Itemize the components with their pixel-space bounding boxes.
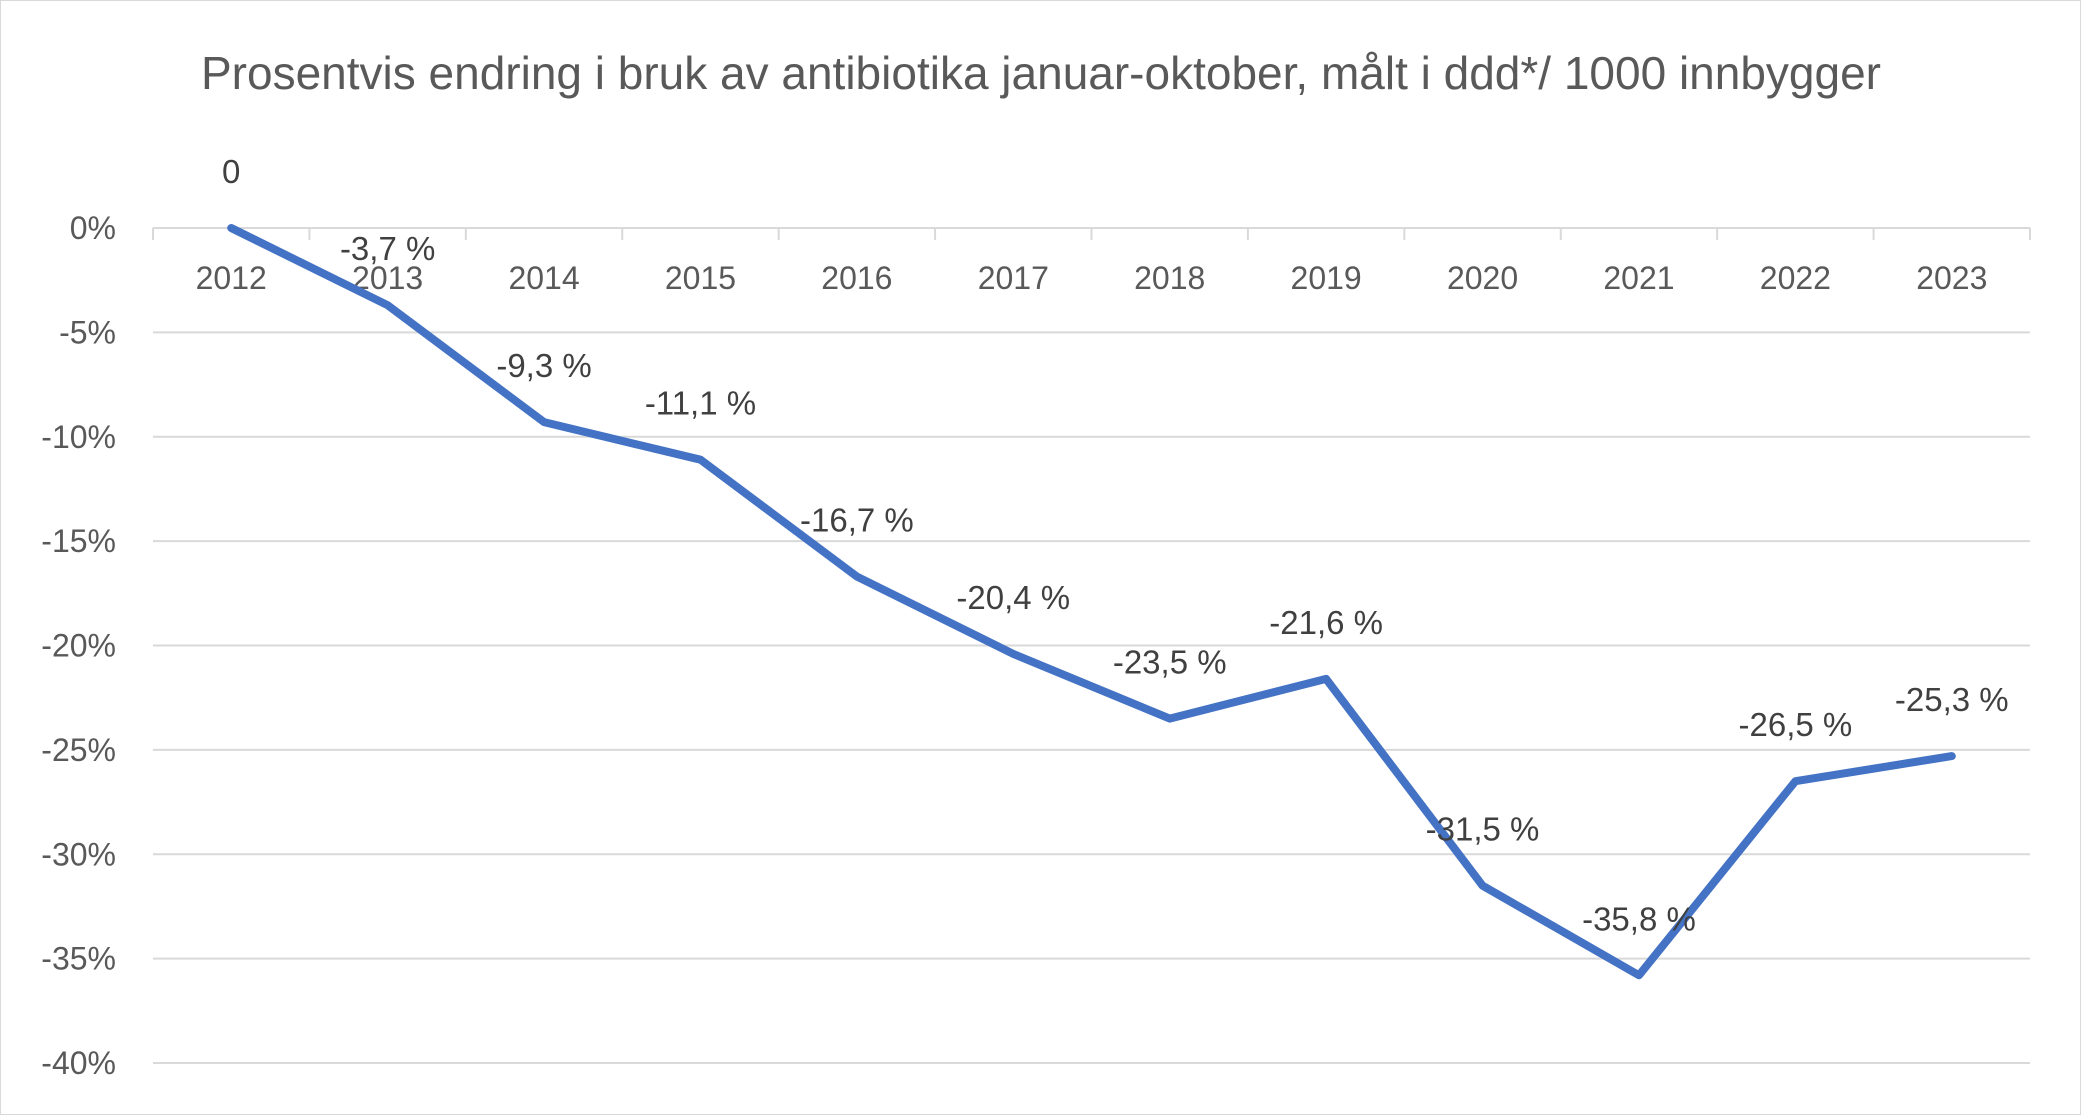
y-tick-label: -15% bbox=[41, 523, 116, 559]
data-label: -31,5 % bbox=[1426, 811, 1540, 848]
x-tick-label: 2021 bbox=[1603, 260, 1674, 296]
x-tick-label: 2015 bbox=[665, 260, 736, 296]
x-tick-labels: 2012 2013 2014 2015 2016 2017 2018 2019 2020 2021… bbox=[196, 260, 1988, 296]
series-line-layer bbox=[227, 224, 1956, 980]
y-tick-label: -40% bbox=[41, 1045, 116, 1081]
series-line bbox=[227, 224, 1956, 980]
y-tick-label: -5% bbox=[59, 314, 116, 350]
y-tick-label: -30% bbox=[41, 836, 116, 872]
x-tick-label: 2019 bbox=[1291, 260, 1362, 296]
data-label: -16,7 % bbox=[800, 502, 914, 539]
data-label: 0 bbox=[222, 153, 240, 190]
x-tick-label: 2016 bbox=[821, 260, 892, 296]
x-tick-label: 2020 bbox=[1447, 260, 1518, 296]
data-label: -26,5 % bbox=[1739, 706, 1853, 743]
gridlines bbox=[153, 331, 2030, 1064]
x-tick-label: 2023 bbox=[1916, 260, 1987, 296]
y-tick-label: 0% bbox=[70, 210, 116, 246]
data-label: -20,4 % bbox=[956, 579, 1070, 616]
y-tick-label: -35% bbox=[41, 941, 116, 977]
data-label: -23,5 % bbox=[1113, 644, 1227, 681]
chart-title: Prosentvis endring i bruk av antibiotika… bbox=[201, 47, 1881, 99]
x-tick-label: 2018 bbox=[1134, 260, 1205, 296]
y-tick-label: -20% bbox=[41, 628, 116, 664]
data-label: -11,1 % bbox=[645, 385, 756, 422]
data-label: -25,3 % bbox=[1895, 681, 2009, 718]
x-tick-label: 2017 bbox=[978, 260, 1049, 296]
data-label: -21,6 % bbox=[1269, 604, 1383, 641]
data-label: -9,3 % bbox=[496, 347, 591, 384]
x-tick-label: 2022 bbox=[1760, 260, 1831, 296]
y-tick-label: -25% bbox=[41, 732, 116, 768]
x-tick-label: 2014 bbox=[508, 260, 579, 296]
y-tick-label: -10% bbox=[41, 419, 116, 455]
data-labels: 0 -3,7 % -9,3 % -11,1 % -16,7 % -20,4 % -23,5 … bbox=[222, 153, 2009, 937]
x-tick-label: 2012 bbox=[196, 260, 267, 296]
data-label: -3,7 % bbox=[340, 230, 435, 267]
data-label: -35,8 % bbox=[1582, 900, 1696, 937]
x-axis bbox=[152, 227, 2031, 240]
y-axis: 0% -5% -10% -15% -20% -25% -30% -35% -40% bbox=[41, 210, 116, 1081]
